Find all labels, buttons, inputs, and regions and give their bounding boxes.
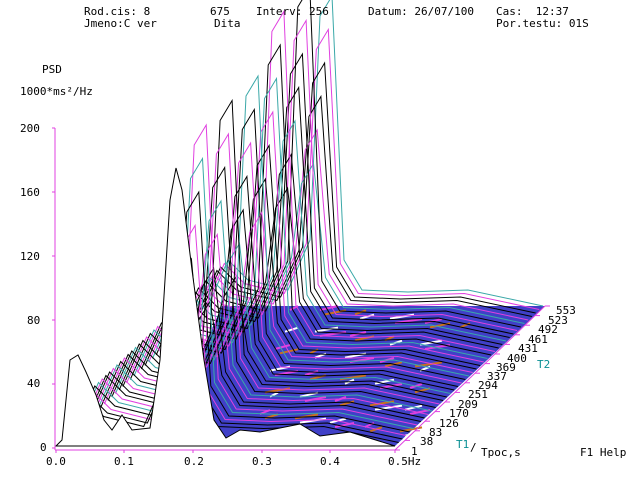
t-tick-label: 492: [538, 323, 558, 336]
t-axis: [394, 305, 546, 451]
x-tick-label: 0.1: [114, 455, 134, 468]
record-number-label: Rod.cis: 8: [84, 5, 151, 18]
t-tick-marks: [395, 305, 550, 451]
floor-streak: [319, 305, 339, 311]
spectrum-line: [103, 132, 440, 405]
t-tick-label: 294: [478, 379, 498, 392]
spectrum-line: [85, 300, 422, 422]
spectrum-line: [107, 98, 444, 401]
front-spectrum: [54, 167, 396, 447]
help-hint[interactable]: F1 Help: [580, 446, 627, 459]
t-tick-label: 1: [411, 445, 418, 458]
floor-streak: [424, 318, 443, 324]
spectrum-line: [89, 266, 425, 419]
floor-surface: [160, 306, 545, 446]
spectrum-line: [78, 156, 414, 429]
date-label: Datum: 26/07/100: [368, 5, 474, 18]
t-tick-label: 461: [528, 333, 548, 346]
y-tick-label: 40: [27, 377, 41, 390]
floor-streak: [274, 344, 291, 350]
spectrum-line: [122, 174, 459, 387]
t-axis-label: Tpoc,s: [481, 446, 521, 459]
t-tick-label: 170: [449, 407, 469, 420]
floor-streak: [404, 404, 423, 411]
y-axis-title: PSD: [42, 63, 62, 76]
name-label: Jmeno:C ver: [84, 17, 157, 30]
spectrum-line: [96, 199, 433, 412]
y-tick-label: 0: [40, 441, 47, 454]
x-tick-label: 0.4: [320, 455, 340, 468]
spectrum-line: [196, 94, 533, 317]
spectrum-line: [207, 0, 544, 307]
test-order-label: Por.testu: 01S: [496, 17, 589, 30]
floor-streak: [359, 313, 375, 320]
floor-streak: [304, 370, 319, 376]
t1-marker-label: T1: [456, 438, 470, 451]
x-tick-label: 0.3: [252, 455, 272, 468]
spectrum-line: [111, 275, 447, 398]
spectrum-line: [189, 161, 525, 324]
spectrum-line: [115, 241, 451, 394]
floor-streak: [314, 326, 339, 333]
t-tick-label: 523: [548, 314, 568, 327]
t-tick-label: 369: [496, 361, 516, 374]
y-tick-label: 80: [27, 314, 41, 327]
x-tick-label: 0.5Hz: [388, 455, 422, 468]
x-tick-label: 0.2: [184, 455, 204, 468]
t-tick-label: 337: [487, 370, 507, 383]
spectrum-line: [163, 186, 499, 349]
t-axis-arrow-icon: /: [470, 441, 477, 454]
floor-streak: [404, 430, 431, 437]
floor-streak: [409, 409, 431, 415]
y-tick-label: 160: [20, 186, 40, 199]
spectra-lines: [63, 0, 544, 443]
t-tick-label: 251: [468, 388, 488, 401]
spectrum-line: [92, 232, 429, 415]
y-tick-marks: [52, 127, 55, 449]
spectrum-line: [70, 223, 407, 436]
t-tick-label: 553: [556, 304, 576, 317]
name-tail: Dita: [214, 17, 241, 30]
x-tick-label: 0.0: [46, 455, 66, 468]
y-tick-label: 200: [20, 122, 40, 135]
floor-streak: [284, 326, 299, 333]
floor-streak: [374, 404, 403, 411]
t-tick-label: 431: [518, 342, 538, 355]
spectrum-line: [74, 190, 410, 433]
t-tick-label: 38: [420, 435, 434, 448]
spectrum-line: [100, 165, 436, 408]
record-number-tail: 675: [210, 5, 230, 18]
t-tick-label: 400: [507, 352, 527, 365]
t2-marker-label: T2: [537, 358, 551, 371]
time-label: Cas: 12:37: [496, 5, 569, 18]
t-tick-label: 209: [458, 398, 478, 411]
spectrum-line: [200, 61, 536, 314]
spectrum-line: [81, 123, 418, 426]
interval-label: Interv: 256: [256, 5, 329, 18]
spectrum-line: [181, 18, 518, 331]
y-axis-unit: 1000*ms²/Hz: [20, 85, 93, 98]
spectrum-line: [118, 208, 455, 391]
t-tick-label: 83: [429, 426, 443, 439]
spectrum-line: [203, 27, 540, 310]
y-tick-label: 120: [20, 250, 40, 263]
x-tick-marks: [55, 450, 396, 453]
t-tick-label: 126: [439, 417, 459, 430]
